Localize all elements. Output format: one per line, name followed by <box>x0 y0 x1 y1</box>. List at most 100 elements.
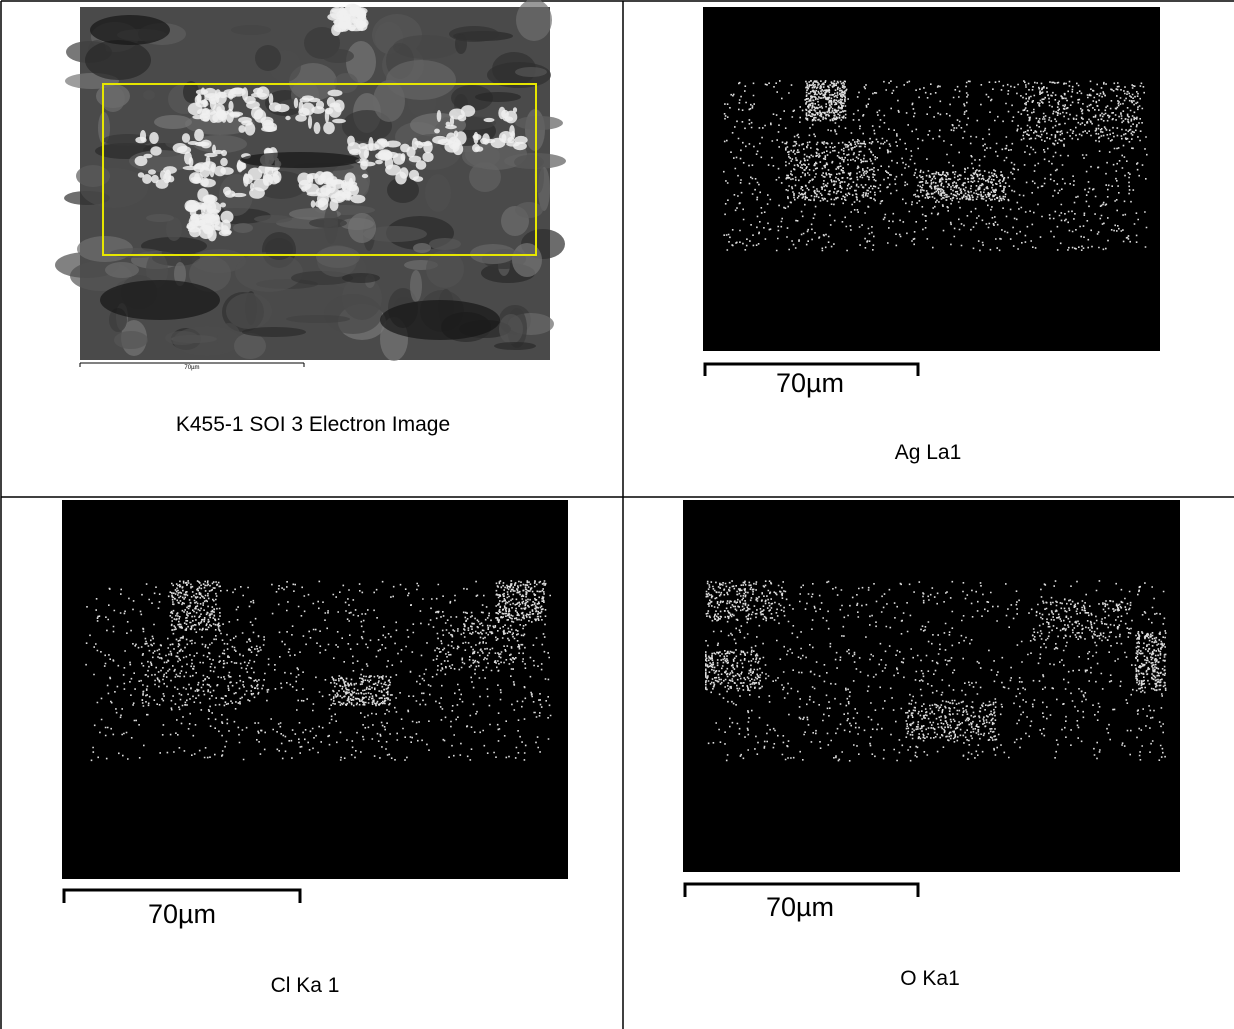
texture-blob <box>173 143 188 153</box>
element-map <box>62 500 568 879</box>
texture-blob <box>472 144 480 153</box>
texture-blob <box>206 156 211 166</box>
texture-blob <box>203 98 207 107</box>
texture-blob <box>515 67 547 77</box>
texture-blob <box>138 172 144 177</box>
texture-blob <box>219 92 227 98</box>
texture-blob <box>437 110 442 122</box>
texture-blob <box>484 118 495 122</box>
texture-blob <box>85 40 151 80</box>
texture-blob <box>223 187 231 195</box>
texture-blob <box>314 122 321 134</box>
caption: O Ka1 <box>900 967 960 990</box>
texture-blob <box>316 246 360 268</box>
texture-blob <box>409 170 419 181</box>
texture-blob <box>380 300 500 340</box>
texture-blob <box>344 10 348 21</box>
texture-blob <box>168 176 175 183</box>
texture-blob <box>188 141 199 145</box>
texture-blob <box>226 293 272 329</box>
texture-blob <box>194 129 204 141</box>
texture-blob <box>330 103 341 108</box>
texture-blob <box>263 174 273 186</box>
texture-blob <box>243 173 249 186</box>
texture-blob <box>451 144 457 148</box>
texture-blob <box>143 90 155 100</box>
texture-blob <box>251 93 267 98</box>
texture-blob <box>422 152 433 162</box>
texture-blob <box>275 104 290 112</box>
texture-blob <box>514 155 544 169</box>
texture-blob <box>494 342 536 350</box>
texture-blob <box>150 146 161 155</box>
texture-blob <box>365 143 380 150</box>
texture-blob <box>295 114 307 122</box>
texture-blob <box>375 152 389 159</box>
texture-blob <box>238 125 245 133</box>
texture-blob <box>432 136 448 144</box>
texture-blob <box>220 203 226 208</box>
texture-blob <box>163 166 177 174</box>
texture-blob <box>328 90 343 97</box>
texture-blob <box>140 130 146 142</box>
texture-blob <box>244 96 256 104</box>
texture-blob <box>406 147 415 158</box>
texture-blob <box>474 132 479 144</box>
texture-blob <box>515 116 563 130</box>
texture-blob <box>395 172 407 185</box>
texture-blob <box>315 200 325 207</box>
texture-blob <box>341 180 347 190</box>
texture-blob <box>209 96 220 105</box>
texture-blob <box>332 119 346 124</box>
texture-blob <box>235 252 303 292</box>
texture-blob <box>449 109 465 120</box>
texture-blob <box>414 141 421 145</box>
texture-blob <box>234 333 266 359</box>
texture-blob <box>509 125 515 137</box>
texture-blob <box>307 173 319 179</box>
texture-blob <box>311 200 316 207</box>
texture-blob <box>348 213 376 243</box>
texture-blob <box>188 103 202 115</box>
texture-blob <box>386 60 456 100</box>
texture-blob <box>100 280 220 320</box>
texture-blob <box>184 152 192 165</box>
texture-blob <box>360 162 375 167</box>
texture-blob <box>224 230 232 235</box>
texture-blob <box>202 201 216 214</box>
texture-blob <box>198 142 207 147</box>
texture-blob <box>425 174 451 212</box>
texture-blob <box>148 169 156 174</box>
texture-blob <box>269 93 274 105</box>
texture-blob <box>512 243 542 277</box>
texture-blob <box>143 154 152 159</box>
texture-blob <box>434 129 440 134</box>
texture-blob <box>76 165 110 187</box>
texture-blob <box>165 331 199 345</box>
texture-blob <box>413 243 431 253</box>
texture-blob <box>265 238 293 260</box>
texture-blob <box>326 177 335 186</box>
texture-blob <box>220 158 228 166</box>
texture-blob <box>110 248 162 258</box>
texture-blob <box>233 223 253 233</box>
texture-blob <box>114 331 148 349</box>
texture-blob <box>226 94 236 98</box>
texture-blob <box>410 270 422 302</box>
texture-blob <box>455 34 467 54</box>
texture-blob <box>423 141 433 154</box>
texture-blob <box>341 22 350 27</box>
caption: Cl Ka 1 <box>271 974 340 997</box>
texture-blob <box>190 207 197 217</box>
scale-label: 70µm <box>148 899 216 929</box>
texture-blob <box>513 107 517 113</box>
texture-blob <box>240 152 360 168</box>
texture-blob <box>308 115 312 129</box>
texture-blob <box>311 106 324 114</box>
texture-blob <box>245 122 256 135</box>
texture-blob <box>503 116 513 121</box>
texture-blob <box>220 167 234 175</box>
texture-blob <box>221 211 234 223</box>
page: 70µm K455-1 SOI 3 Electron Image 70µm Ag… <box>0 0 1234 1029</box>
texture-blob <box>149 132 159 144</box>
